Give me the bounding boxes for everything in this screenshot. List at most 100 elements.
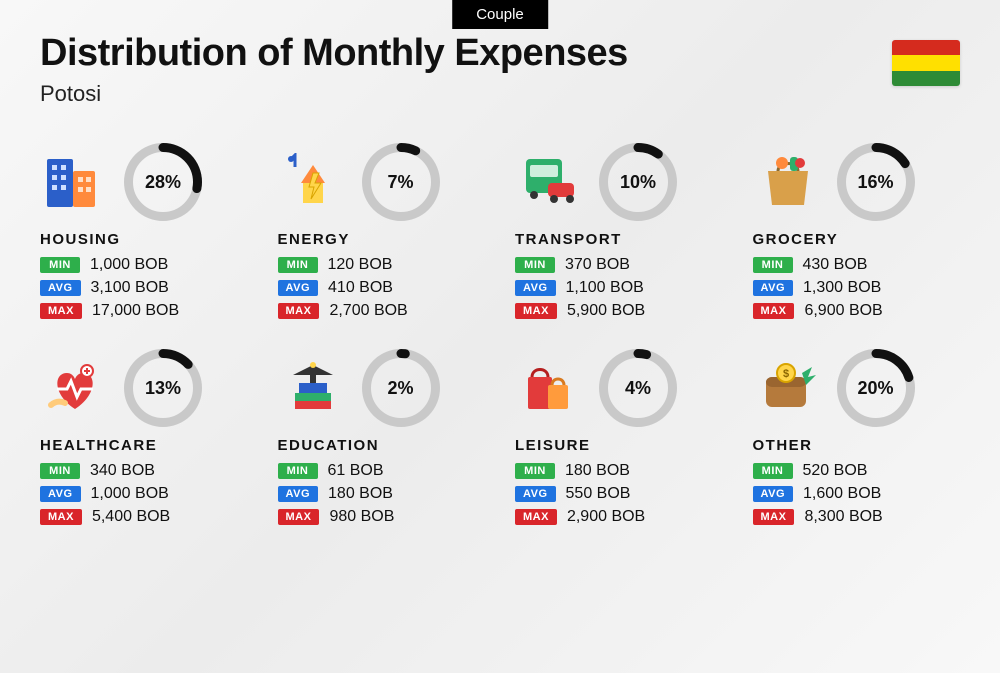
categories-grid: 28% HOUSING MIN 1,000 BOB AVG 3,100 BOB … [40, 143, 960, 531]
location-subtitle: Potosi [40, 81, 628, 107]
percent-label: 28% [124, 143, 202, 221]
min-value: 520 BOB [803, 462, 868, 480]
category-card: 10% TRANSPORT MIN 370 BOB AVG 1,100 BOB … [515, 143, 723, 325]
category-name: HOUSING [40, 231, 248, 248]
transport-icon [515, 151, 585, 213]
percent-donut: 10% [599, 143, 677, 221]
stat-min: MIN 1,000 BOB [40, 256, 248, 274]
avg-value: 3,100 BOB [91, 279, 169, 297]
education-icon [278, 357, 348, 419]
percent-label: 13% [124, 349, 202, 427]
stat-max: MAX 2,700 BOB [278, 302, 486, 320]
stat-min: MIN 61 BOB [278, 462, 486, 480]
min-tag: MIN [515, 257, 555, 273]
percent-donut: 28% [124, 143, 202, 221]
min-value: 61 BOB [328, 462, 384, 480]
min-tag: MIN [753, 257, 793, 273]
stat-avg: AVG 550 BOB [515, 485, 723, 503]
flag-stripe-bot [892, 71, 960, 86]
avg-value: 1,000 BOB [91, 485, 169, 503]
avg-value: 1,300 BOB [803, 279, 881, 297]
max-tag: MAX [753, 509, 795, 525]
percent-label: 2% [362, 349, 440, 427]
category-card: $ 20% OTHER MIN 520 BOB AVG 1,600 BOB MA… [753, 349, 961, 531]
percent-label: 10% [599, 143, 677, 221]
avg-value: 410 BOB [328, 279, 393, 297]
category-card: 28% HOUSING MIN 1,000 BOB AVG 3,100 BOB … [40, 143, 248, 325]
max-tag: MAX [278, 509, 320, 525]
category-name: TRANSPORT [515, 231, 723, 248]
stat-max: MAX 2,900 BOB [515, 508, 723, 526]
percent-donut: 13% [124, 349, 202, 427]
min-tag: MIN [278, 257, 318, 273]
category-name: OTHER [753, 437, 961, 454]
percent-donut: 4% [599, 349, 677, 427]
max-tag: MAX [40, 303, 82, 319]
category-name: HEALTHCARE [40, 437, 248, 454]
min-tag: MIN [40, 463, 80, 479]
percent-label: 7% [362, 143, 440, 221]
min-tag: MIN [40, 257, 80, 273]
max-value: 2,700 BOB [329, 302, 407, 320]
stat-avg: AVG 1,300 BOB [753, 279, 961, 297]
max-value: 8,300 BOB [804, 508, 882, 526]
avg-tag: AVG [515, 486, 556, 502]
avg-tag: AVG [278, 280, 319, 296]
energy-icon [278, 151, 348, 213]
stat-min: MIN 430 BOB [753, 256, 961, 274]
category-card: 2% EDUCATION MIN 61 BOB AVG 180 BOB MAX … [278, 349, 486, 531]
min-value: 1,000 BOB [90, 256, 168, 274]
stat-avg: AVG 410 BOB [278, 279, 486, 297]
stat-min: MIN 370 BOB [515, 256, 723, 274]
avg-tag: AVG [40, 280, 81, 296]
max-tag: MAX [753, 303, 795, 319]
household-badge: Couple [452, 0, 548, 29]
avg-tag: AVG [40, 486, 81, 502]
percent-donut: 20% [837, 349, 915, 427]
category-name: EDUCATION [278, 437, 486, 454]
avg-tag: AVG [753, 280, 794, 296]
leisure-icon [515, 357, 585, 419]
percent-label: 20% [837, 349, 915, 427]
buildings-icon [40, 151, 110, 213]
max-value: 980 BOB [329, 508, 394, 526]
flag-stripe-top [892, 40, 960, 55]
avg-tag: AVG [753, 486, 794, 502]
max-value: 6,900 BOB [804, 302, 882, 320]
category-card: 16% GROCERY MIN 430 BOB AVG 1,300 BOB MA… [753, 143, 961, 325]
min-value: 340 BOB [90, 462, 155, 480]
page-title: Distribution of Monthly Expenses [40, 32, 628, 75]
max-value: 5,900 BOB [567, 302, 645, 320]
max-value: 5,400 BOB [92, 508, 170, 526]
stat-avg: AVG 3,100 BOB [40, 279, 248, 297]
stat-max: MAX 17,000 BOB [40, 302, 248, 320]
min-tag: MIN [515, 463, 555, 479]
healthcare-icon [40, 357, 110, 419]
stat-avg: AVG 1,100 BOB [515, 279, 723, 297]
percent-donut: 16% [837, 143, 915, 221]
category-name: ENERGY [278, 231, 486, 248]
max-tag: MAX [278, 303, 320, 319]
stat-max: MAX 6,900 BOB [753, 302, 961, 320]
stat-avg: AVG 1,600 BOB [753, 485, 961, 503]
max-value: 2,900 BOB [567, 508, 645, 526]
stat-max: MAX 8,300 BOB [753, 508, 961, 526]
stat-avg: AVG 180 BOB [278, 485, 486, 503]
svg-text:$: $ [782, 368, 788, 380]
avg-value: 1,600 BOB [803, 485, 881, 503]
avg-tag: AVG [278, 486, 319, 502]
category-card: 4% LEISURE MIN 180 BOB AVG 550 BOB MAX 2… [515, 349, 723, 531]
stat-avg: AVG 1,000 BOB [40, 485, 248, 503]
min-value: 430 BOB [803, 256, 868, 274]
stat-max: MAX 5,400 BOB [40, 508, 248, 526]
country-flag [892, 40, 960, 86]
avg-value: 550 BOB [566, 485, 631, 503]
min-value: 370 BOB [565, 256, 630, 274]
category-name: GROCERY [753, 231, 961, 248]
avg-tag: AVG [515, 280, 556, 296]
avg-value: 180 BOB [328, 485, 393, 503]
stat-min: MIN 340 BOB [40, 462, 248, 480]
percent-label: 16% [837, 143, 915, 221]
category-card: 7% ENERGY MIN 120 BOB AVG 410 BOB MAX 2,… [278, 143, 486, 325]
flag-stripe-mid [892, 55, 960, 70]
